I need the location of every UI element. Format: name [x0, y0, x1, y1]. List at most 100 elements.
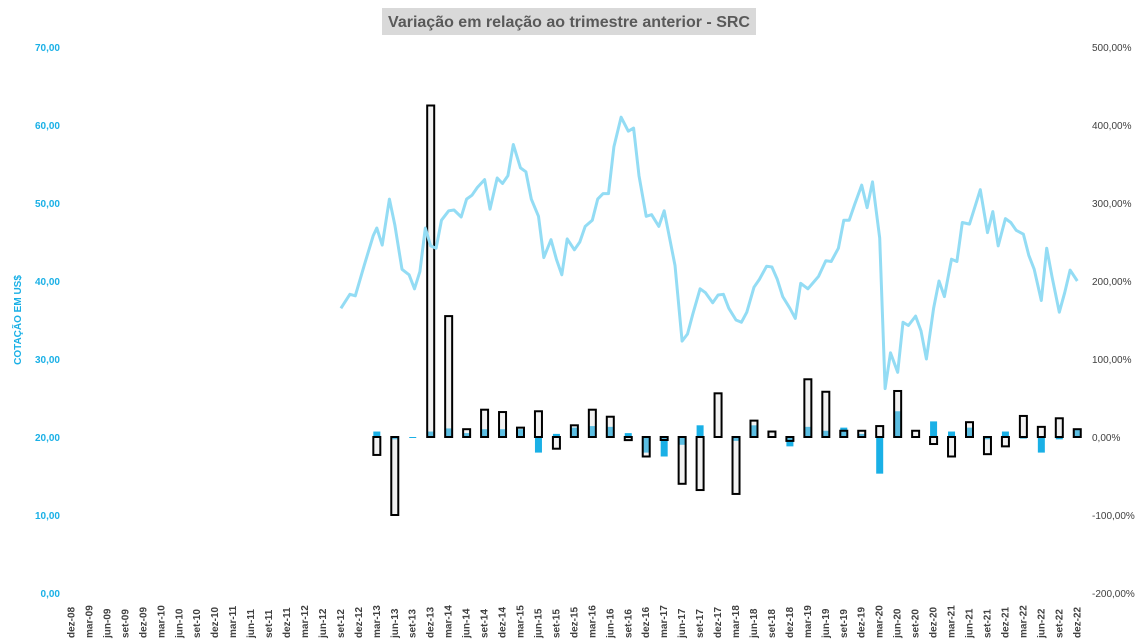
- gray-bar: [1018, 414, 1028, 439]
- blue-bar: [894, 411, 902, 437]
- y-tick-left-label: 10,00: [35, 511, 60, 522]
- x-tick-label: set-13: [408, 609, 419, 638]
- blue-bar: [517, 429, 524, 437]
- y-axis-right-ticks: -200,00% -100,00% 0,00% 100,00% 200,00% 300,0…: [1092, 43, 1135, 600]
- gray-bar: [587, 408, 597, 439]
- y-axis-left-ticks: 0,00 10,00 20,00 30,00 40,00 50,00 60,00 70,00: [35, 43, 60, 600]
- blue-bar: [534, 437, 542, 453]
- blue-bar: [858, 433, 866, 437]
- chart-title: Variação em relação ao trimestre anterio…: [382, 8, 756, 35]
- blue-bar: [588, 426, 596, 437]
- x-tick-label: mar-18: [731, 605, 742, 638]
- x-tick-label: jun-16: [605, 608, 616, 639]
- x-tick-label: jun-15: [533, 608, 544, 639]
- x-tick-label: dez-20: [929, 606, 940, 638]
- gray-bar: [659, 436, 669, 441]
- x-tick-label: dez-11: [282, 607, 293, 638]
- blue-bar: [660, 437, 668, 457]
- gray-bar: [785, 436, 795, 442]
- x-tick-label: dez-08: [67, 606, 78, 638]
- gray-bar: [767, 430, 777, 439]
- x-tick-label: mar-16: [587, 605, 598, 638]
- blue-bar: [678, 437, 686, 445]
- x-tick-label: dez-14: [498, 606, 509, 638]
- blue-bar: [804, 426, 812, 437]
- x-tick-label: mar-09: [84, 605, 95, 638]
- gray-bar: [893, 389, 903, 439]
- x-tick-label: dez-21: [1000, 606, 1011, 638]
- y-tick-right-label: -100,00%: [1092, 511, 1135, 522]
- blue-bar: [822, 430, 830, 437]
- x-tick-label: jun-13: [390, 608, 401, 639]
- blue-bar: [840, 427, 848, 437]
- x-tick-label: dez-13: [426, 606, 437, 638]
- blue-bar: [966, 427, 973, 437]
- blue-bar: [427, 431, 435, 437]
- gray-bar: [1054, 417, 1064, 438]
- x-tick-label: set-22: [1054, 609, 1065, 638]
- x-tick-label: set-18: [767, 609, 778, 638]
- gray-bar: [839, 429, 849, 439]
- x-tick-label: mar-13: [372, 605, 383, 638]
- x-tick-label: jun-21: [965, 608, 976, 639]
- x-tick-label: dez-10: [210, 606, 221, 638]
- blue-bar: [1055, 437, 1063, 440]
- x-tick-label: set-21: [982, 609, 993, 638]
- x-tick-label: dez-22: [1072, 606, 1083, 638]
- gray-bar: [551, 436, 561, 450]
- y-tick-left-label: 40,00: [35, 277, 60, 288]
- y-tick-right-label: 0,00%: [1092, 433, 1120, 444]
- x-tick-label: mar-20: [875, 605, 886, 638]
- x-tick-label: jun-18: [749, 608, 760, 639]
- gray-bar: [713, 392, 723, 439]
- gray-bar: [569, 424, 579, 438]
- gray-bar: [516, 426, 525, 439]
- blue-bar: [1001, 431, 1009, 437]
- x-tick-label: mar-12: [300, 605, 311, 638]
- x-tick-label: set-19: [839, 609, 850, 638]
- chart-title-text: Variação em relação ao trimestre anterio…: [388, 14, 750, 31]
- y-tick-left-label: 0,00: [41, 589, 61, 600]
- x-tick-label: dez-17: [713, 606, 724, 638]
- gray-bar: [641, 436, 651, 458]
- blue-bar: [606, 426, 614, 437]
- gray-bar: [605, 415, 615, 439]
- x-tick-label: jun-20: [893, 608, 904, 639]
- blue-bar: [445, 428, 453, 437]
- blue-bar: [481, 429, 489, 437]
- gray-bar: [982, 436, 992, 456]
- blue-bar: [624, 433, 632, 437]
- y-tick-right-label: 100,00%: [1092, 355, 1132, 366]
- gray-bar: [444, 315, 454, 439]
- y-tick-left-label: 20,00: [35, 433, 60, 444]
- x-tick-label: dez-19: [857, 606, 868, 638]
- gray-bar: [1000, 436, 1010, 448]
- series-blue-bars: [373, 411, 1081, 474]
- blue-bar: [983, 437, 991, 440]
- y-tick-right-label: 200,00%: [1092, 277, 1132, 288]
- x-tick-label: set-12: [336, 609, 347, 638]
- gray-bar: [929, 436, 939, 446]
- gray-bar: [426, 104, 436, 438]
- y-tick-right-label: 400,00%: [1092, 121, 1132, 132]
- y-axis-left-label: COTAÇÃO EM US$: [11, 275, 24, 365]
- gray-bar: [623, 436, 633, 442]
- x-axis-ticks: dez-08 mar-09 jun-09 set-09 dez-09 mar-10 jun-…: [67, 605, 1084, 639]
- gray-bar: [965, 421, 974, 438]
- gray-bar: [695, 436, 705, 492]
- blue-bar: [750, 425, 758, 437]
- x-tick-label: dez-18: [785, 606, 796, 638]
- gray-bar: [875, 425, 885, 438]
- y-tick-left-label: 30,00: [35, 355, 60, 366]
- gray-bar: [1036, 425, 1046, 438]
- gray-bar: [677, 436, 687, 485]
- blue-bar: [391, 437, 399, 440]
- x-tick-label: jun-11: [246, 609, 257, 639]
- x-tick-label: set-16: [623, 609, 634, 638]
- y-tick-left-label: 70,00: [35, 43, 60, 54]
- x-tick-label: jun-22: [1036, 608, 1047, 639]
- x-tick-label: dez-09: [138, 606, 149, 638]
- blue-bar: [930, 421, 938, 437]
- x-tick-label: mar-14: [444, 605, 455, 638]
